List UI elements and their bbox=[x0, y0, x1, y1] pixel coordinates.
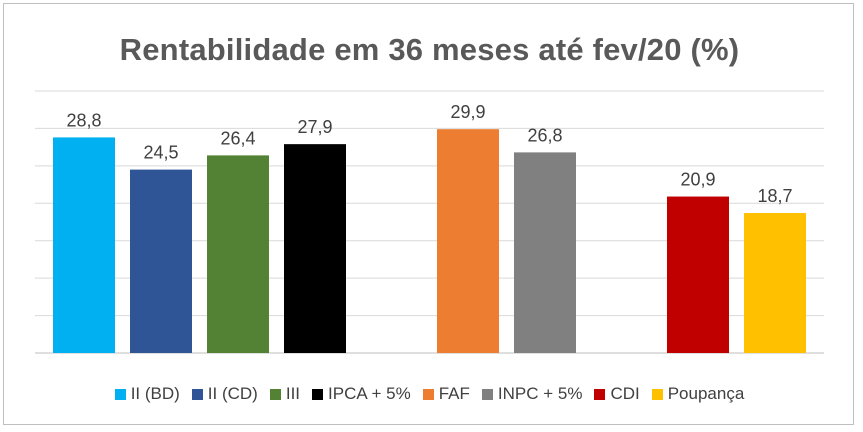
legend-swatch bbox=[481, 388, 493, 400]
legend-label: CDI bbox=[610, 384, 640, 403]
legend-label: INPC + 5% bbox=[497, 384, 583, 403]
bar-cdi bbox=[667, 196, 729, 353]
data-label: 28,8 bbox=[66, 110, 101, 130]
legend-swatch bbox=[312, 388, 324, 400]
bar-ii-cd bbox=[130, 169, 192, 353]
bar-iii bbox=[207, 155, 269, 353]
legend-swatch bbox=[422, 388, 434, 400]
legend-label: IPCA + 5% bbox=[328, 384, 411, 403]
bar-poupan-a bbox=[744, 213, 806, 353]
legend-label: Poupança bbox=[667, 384, 745, 403]
chart-title: Rentabilidade em 36 meses até fev/20 (%) bbox=[119, 32, 740, 67]
bar-ii-bd bbox=[53, 137, 115, 353]
legend-label: II (BD) bbox=[130, 384, 180, 403]
data-label: 26,8 bbox=[527, 125, 562, 145]
chart-plot: 28,8 24,5 26,4 27,9 29,9 26,8 20,9 18,7 bbox=[35, 90, 824, 354]
legend-item: IPCA + 5% bbox=[312, 384, 411, 404]
legend-item: INPC + 5% bbox=[481, 384, 583, 404]
data-label: 24,5 bbox=[143, 143, 178, 163]
bar-faf bbox=[437, 129, 499, 353]
legend-swatch bbox=[191, 388, 203, 400]
legend-label: II (CD) bbox=[207, 384, 258, 403]
data-label: 29,9 bbox=[450, 102, 485, 122]
legend-swatch bbox=[269, 388, 281, 400]
bar-inpc-5 bbox=[514, 152, 576, 353]
legend-item: CDI bbox=[594, 384, 640, 404]
legend-item: III bbox=[269, 384, 301, 404]
legend-swatch bbox=[114, 388, 126, 400]
chart-frame: Rentabilidade em 36 meses até fev/20 (%)… bbox=[3, 3, 854, 425]
data-label: 27,9 bbox=[297, 117, 332, 137]
data-label: 18,7 bbox=[757, 186, 792, 206]
data-label: 26,4 bbox=[220, 128, 255, 148]
bar-ipca-5 bbox=[284, 144, 346, 353]
legend-item: II (BD) bbox=[114, 384, 180, 404]
legend-label: FAF bbox=[438, 384, 470, 403]
legend-swatch bbox=[594, 388, 606, 400]
legend-item: II (CD) bbox=[191, 384, 258, 404]
legend-item: Poupança bbox=[651, 384, 745, 404]
chart-legend: II (BD) II (CD) III IPCA + 5% FAF INPC + 5% CD… bbox=[4, 384, 855, 404]
legend-item: FAF bbox=[422, 384, 470, 404]
legend-swatch bbox=[651, 388, 663, 400]
data-label: 20,9 bbox=[680, 170, 715, 190]
legend-label: III bbox=[285, 384, 301, 403]
